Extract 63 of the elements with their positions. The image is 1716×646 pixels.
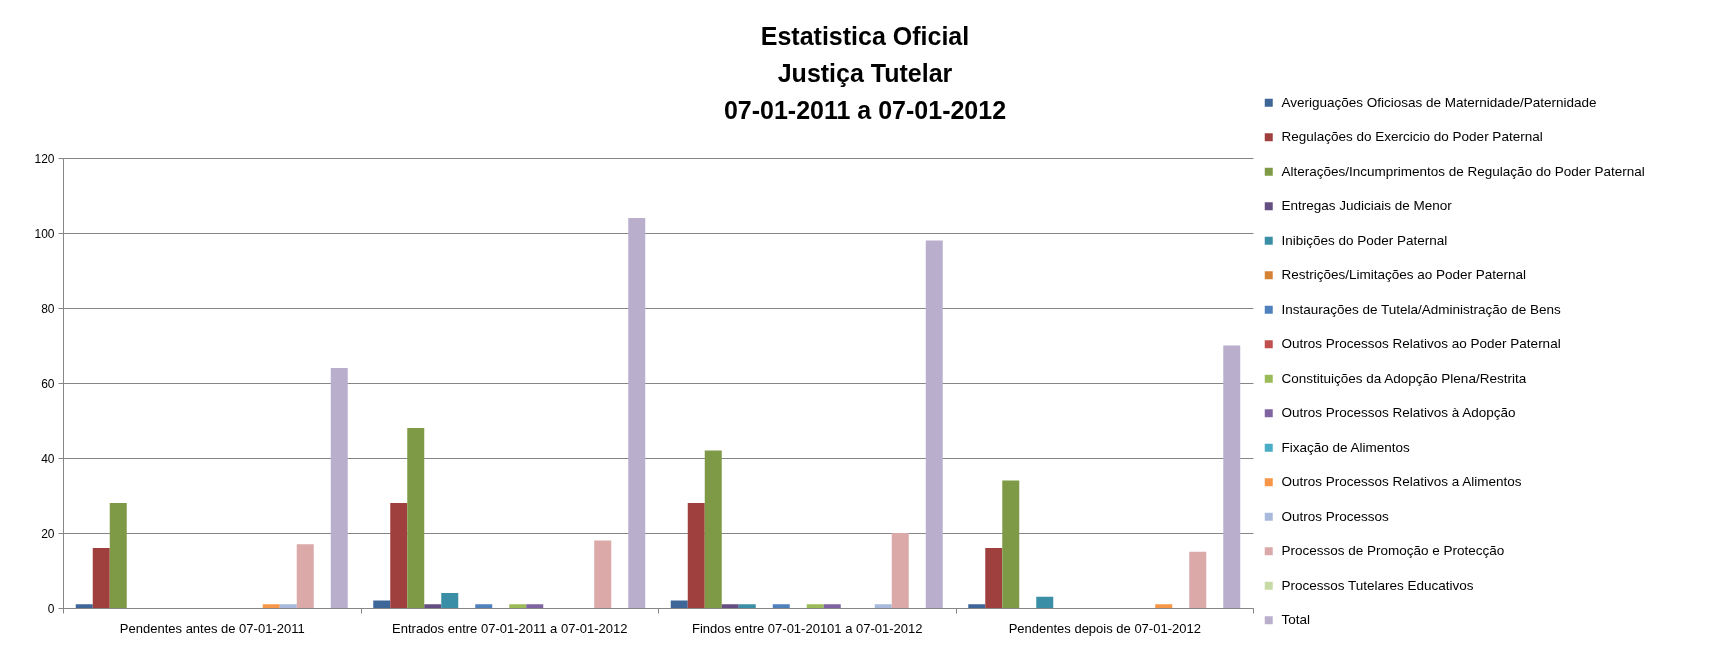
- x-tick-label: Entrados entre 07-01-2011 a 07-01-2012: [392, 620, 628, 636]
- legend-label: Outros Processos: [1281, 508, 1390, 524]
- bar: [475, 604, 493, 608]
- legend-label: Instaurações de Tutela/Administração de Bens: [1281, 301, 1561, 317]
- legend-label: Outros Processos Relativos à Adopção: [1281, 405, 1516, 421]
- bar: [1155, 604, 1173, 608]
- legend-label: Outros Processos Relativos a Alimentos: [1281, 474, 1522, 490]
- y-tick-label: 20: [41, 526, 55, 541]
- bar: [373, 600, 391, 608]
- bar: [704, 450, 722, 608]
- bar: [670, 600, 688, 608]
- bar: [738, 604, 756, 608]
- bar: [296, 544, 314, 608]
- bar: [1036, 596, 1054, 608]
- bar: [1223, 345, 1241, 608]
- legend-label: Processos de Promoção e Protecção: [1281, 543, 1505, 559]
- bar: [891, 533, 909, 608]
- y-tick-label: 0: [47, 601, 55, 616]
- legend-label: Outros Processos Relativos ao Poder Paternal: [1281, 336, 1561, 352]
- bar: [424, 604, 442, 608]
- x-tick-label: Pendentes antes de 07-01-2011: [119, 620, 305, 636]
- bar: [441, 593, 459, 608]
- bar: [806, 604, 824, 608]
- bar: [526, 604, 544, 608]
- bar: [772, 604, 790, 608]
- bar: [92, 548, 110, 608]
- bar: [109, 503, 127, 608]
- bar: [985, 548, 1003, 608]
- bar: [407, 428, 425, 608]
- legend-label: Alterações/Incumprimentos de Regulação do Poder Paternal: [1281, 163, 1645, 179]
- bar: [1002, 480, 1020, 608]
- legend-label: Entregas Judiciais de Menor: [1281, 198, 1453, 214]
- bar: [279, 604, 297, 608]
- legend-label: Fixação de Alimentos: [1281, 439, 1411, 455]
- chart-title: Estatistica Oficial Justiça Tutelar 07-01-2011 a 07-01-2012: [723, 22, 1007, 124]
- bar: [330, 368, 348, 608]
- y-tick-label: 60: [41, 376, 55, 391]
- bar: [968, 604, 986, 608]
- bar: [721, 604, 739, 608]
- bar: [823, 604, 841, 608]
- bar: [594, 540, 612, 608]
- bar: [262, 604, 280, 608]
- legend-label: Averiguações Oficiosas de Maternidade/Paternidade: [1281, 94, 1597, 110]
- y-tick-label: 120: [34, 151, 55, 166]
- legend-label: Inibições do Poder Paternal: [1281, 232, 1448, 248]
- bar: [509, 604, 527, 608]
- bar: [628, 218, 646, 608]
- legend-label: Constituições da Adopção Plena/Restrita: [1281, 370, 1527, 386]
- bar: [687, 503, 705, 608]
- legend-label: Total: [1281, 612, 1311, 628]
- x-tick-label: Findos entre 07-01-20101 a 07-01-2012: [691, 620, 923, 636]
- legend-label: Processos Tutelares Educativos: [1281, 577, 1474, 593]
- bar: [925, 240, 943, 608]
- bar: [1189, 551, 1207, 608]
- y-tick-label: 80: [41, 301, 55, 316]
- y-tick-label: 40: [41, 451, 55, 466]
- legend-label: Restrições/Limitações ao Poder Paternal: [1281, 267, 1527, 283]
- y-tick-label: 100: [34, 226, 55, 241]
- bar: [874, 604, 892, 608]
- bar: [390, 503, 408, 608]
- legend-label: Regulações do Exercicio do Poder Paternal: [1281, 129, 1543, 145]
- bar: [75, 604, 93, 608]
- x-tick-label: Pendentes depois de 07-01-2012: [1008, 620, 1201, 636]
